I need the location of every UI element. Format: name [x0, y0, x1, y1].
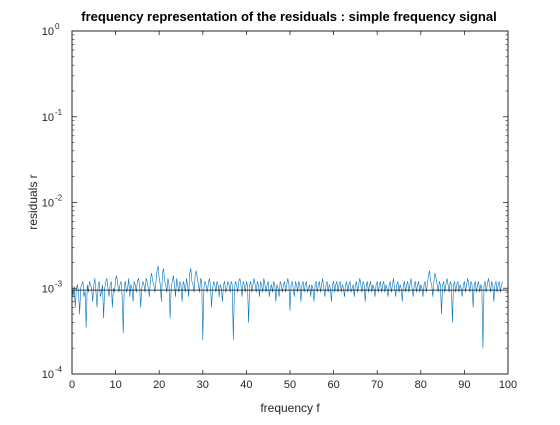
y-tick-label: 10	[42, 112, 54, 124]
y-tick-label-exponent: -2	[55, 194, 63, 203]
x-axis-ticks: 0 10 20 30 40 50 60 70 80 90 100	[69, 31, 517, 391]
y-tick-label: 10	[42, 198, 54, 210]
y-tick-label-exponent: -1	[55, 108, 63, 117]
x-tick-label: 10	[109, 379, 121, 391]
x-tick-label: 90	[458, 379, 470, 391]
y-tick-label-exponent: -3	[55, 279, 63, 288]
y-tick-label-exponent: -4	[55, 365, 63, 374]
y-tick-label: 10	[42, 26, 54, 38]
x-tick-label: 60	[327, 379, 339, 391]
y-axis-label: residuals r	[26, 174, 40, 229]
x-tick-label: 30	[197, 379, 209, 391]
x-tick-label: 100	[499, 379, 517, 391]
x-axis-label: frequency f	[260, 401, 320, 415]
x-tick-label: 20	[153, 379, 165, 391]
series-line-0	[71, 266, 503, 349]
chart-title: frequency representation of the residual…	[81, 9, 496, 24]
x-tick-label: 70	[371, 379, 383, 391]
series-group	[71, 266, 503, 349]
x-tick-label: 40	[240, 379, 252, 391]
x-tick-label: 80	[415, 379, 427, 391]
x-tick-label: 0	[69, 379, 75, 391]
plot-area	[72, 31, 508, 374]
y-tick-label: 10	[42, 283, 54, 295]
y-tick-label: 10	[42, 369, 54, 381]
y-tick-label-exponent: 0	[55, 22, 60, 31]
x-tick-label: 50	[284, 379, 296, 391]
